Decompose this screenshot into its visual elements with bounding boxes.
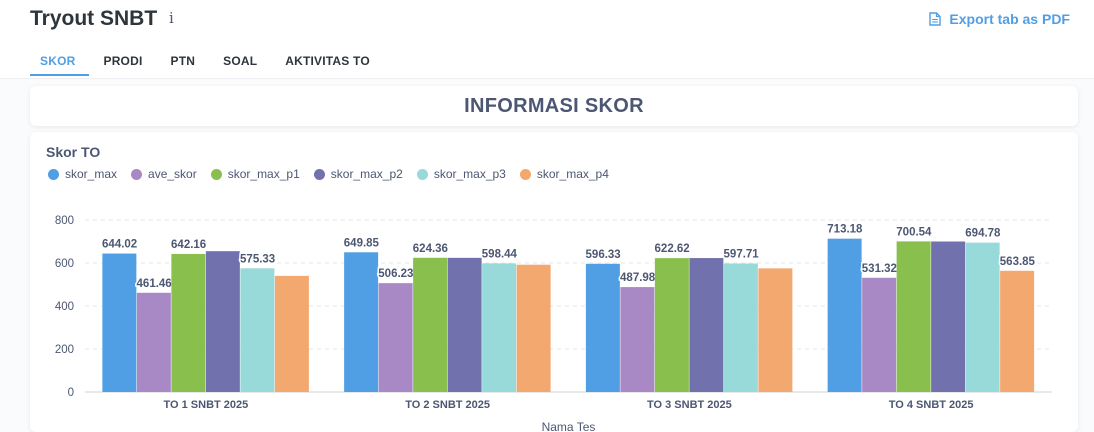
- bar-skor-max-p3[interactable]: [723, 263, 758, 392]
- legend-label: skor_max_p1: [227, 167, 300, 181]
- legend-item-skor-max-p2[interactable]: skor_max_p2: [313, 167, 403, 181]
- section-title: INFORMASI SKOR: [464, 94, 644, 117]
- bar-skor-max[interactable]: [344, 252, 379, 392]
- bar-skor-max-p1[interactable]: [171, 253, 206, 392]
- data-label: 487.98: [620, 272, 656, 284]
- bar-ave-skor[interactable]: [862, 277, 897, 392]
- legend-item-skor-max-p4[interactable]: skor_max_p4: [519, 167, 609, 181]
- data-label: 694.78: [965, 228, 1001, 240]
- data-label: 642.16: [171, 239, 206, 251]
- data-label: 461.46: [137, 278, 172, 290]
- data-label: 531.32: [862, 263, 897, 275]
- bar-skor-max-p2[interactable]: [931, 241, 966, 393]
- legend-item-skor-max[interactable]: skor_max: [48, 167, 117, 181]
- bar-ave-skor[interactable]: [620, 287, 655, 392]
- legend-item-skor-max-p1[interactable]: skor_max_p1: [210, 167, 300, 181]
- legend-item-ave-skor[interactable]: ave_skor: [131, 167, 197, 181]
- data-label: 649.85: [344, 237, 380, 249]
- bar-skor-max-p1[interactable]: [654, 258, 689, 392]
- chart-card: Skor TO skor_max ave_skor skor_max_p1 sk…: [30, 132, 1078, 432]
- top-bar: Tryout SNBT i Export tab as PDF SKOR PRO…: [0, 0, 1094, 79]
- data-label: 506.23: [378, 268, 413, 280]
- legend-label: skor_max_p2: [330, 167, 403, 181]
- x-category-label: TO 3 SNBT 2025: [647, 399, 732, 411]
- y-tick-label: 0: [68, 387, 74, 399]
- tab-skor[interactable]: SKOR: [28, 44, 91, 76]
- bar-skor-max-p2[interactable]: [447, 257, 482, 392]
- legend-dot: [210, 168, 222, 180]
- data-label: 622.62: [655, 243, 690, 255]
- bar-ave-skor[interactable]: [136, 292, 171, 392]
- bar-skor-max-p1[interactable]: [896, 241, 931, 392]
- data-label: 598.44: [482, 248, 518, 260]
- bar-skor-max[interactable]: [585, 263, 620, 392]
- y-tick-label: 600: [55, 258, 74, 270]
- bar-skor-max-p3[interactable]: [482, 263, 517, 392]
- bar-skor-max-p3[interactable]: [965, 242, 1000, 392]
- data-label: 644.02: [102, 239, 137, 251]
- bar-skor-max-p4[interactable]: [758, 268, 793, 392]
- x-category-label: TO 2 SNBT 2025: [405, 399, 490, 411]
- data-label: 575.33: [240, 253, 275, 265]
- legend-label: skor_max_p3: [433, 167, 506, 181]
- legend-dot: [313, 168, 325, 180]
- tab-soal[interactable]: SOAL: [223, 54, 258, 68]
- legend-label: skor_max_p4: [536, 167, 609, 181]
- bar-skor-max-p1[interactable]: [413, 257, 448, 392]
- dashboard-title: Tryout SNBT: [30, 7, 158, 30]
- tab-bar: SKOR PRODI PTN SOAL AKTIVITAS TO: [28, 44, 386, 76]
- data-label: 596.33: [586, 249, 621, 261]
- bar-skor-max-p2[interactable]: [689, 258, 724, 392]
- bar-skor-max-p2[interactable]: [205, 251, 240, 392]
- legend-dot: [48, 168, 59, 180]
- bar-skor-max[interactable]: [102, 253, 137, 392]
- chart-legend: skor_max ave_skor skor_max_p1 skor_max_p…: [48, 167, 609, 181]
- legend-dot: [131, 168, 143, 180]
- legend-label: skor_max: [65, 167, 118, 181]
- x-axis-title: Nama Tes: [542, 420, 596, 432]
- export-pdf-button[interactable]: Export tab as PDF: [929, 11, 1070, 27]
- legend-item-skor-max-p3[interactable]: skor_max_p3: [416, 167, 506, 181]
- bar-skor-max-p4[interactable]: [274, 275, 309, 392]
- info-icon[interactable]: i: [169, 9, 174, 27]
- tab-aktivitas-to[interactable]: AKTIVITAS TO: [285, 54, 370, 68]
- legend-dot: [519, 168, 531, 180]
- document-icon: [929, 12, 942, 26]
- export-pdf-label: Export tab as PDF: [949, 11, 1070, 27]
- bar-chart: 0 200 400 600 800 644.02 461.46 642.16 575.33 TO …: [55, 215, 1052, 432]
- tab-prodi[interactable]: PRODI: [103, 54, 143, 68]
- bar-skor-max[interactable]: [827, 238, 862, 392]
- x-category-label: TO 4 SNBT 2025: [889, 399, 974, 411]
- tab-ptn[interactable]: PTN: [170, 54, 196, 68]
- y-tick-label: 800: [55, 215, 74, 227]
- y-tick-label: 400: [55, 301, 74, 313]
- bar-skor-max-p3[interactable]: [240, 268, 275, 392]
- legend-label: ave_skor: [148, 167, 197, 181]
- bar-skor-max-p4[interactable]: [516, 264, 551, 392]
- section-title-card: INFORMASI SKOR: [30, 86, 1078, 126]
- bar-skor-max-p4[interactable]: [1000, 270, 1035, 392]
- data-label: 597.71: [724, 248, 760, 260]
- data-label: 713.18: [827, 224, 863, 236]
- legend-dot: [416, 168, 428, 180]
- x-category-label: TO 1 SNBT 2025: [163, 399, 248, 411]
- data-label: 700.54: [896, 226, 932, 238]
- y-tick-label: 200: [55, 344, 74, 356]
- chart-title[interactable]: Skor TO: [46, 144, 101, 160]
- bar-ave-skor[interactable]: [378, 283, 413, 392]
- data-label: 624.36: [413, 243, 448, 255]
- data-label: 563.85: [1000, 256, 1036, 268]
